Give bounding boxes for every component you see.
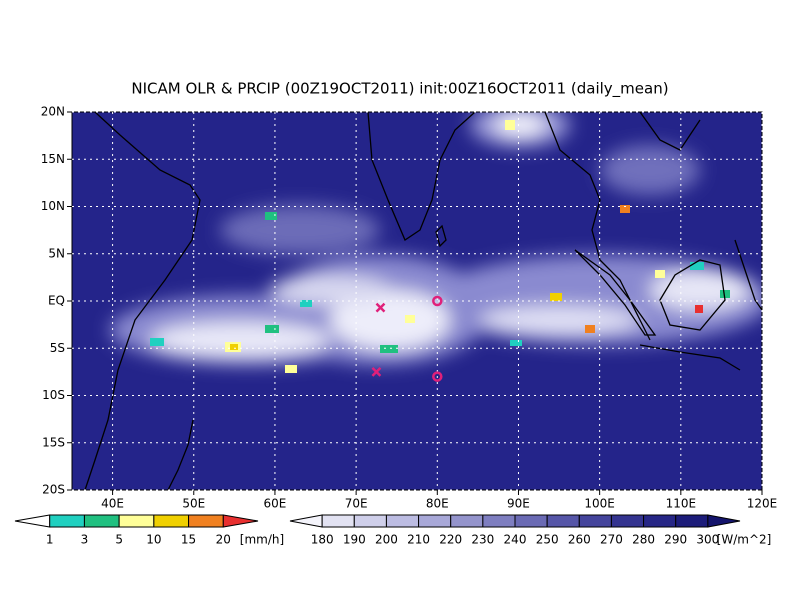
colorbar-label: 3 xyxy=(81,533,89,547)
colorbar-box xyxy=(578,514,612,528)
colorbar-unit: [W/m^2] xyxy=(717,533,772,547)
colorbar-box xyxy=(118,514,155,528)
colorbar-box xyxy=(385,514,420,528)
field xyxy=(72,112,762,490)
colorbar-label: 20 xyxy=(216,533,231,547)
lat-tick-label: 5S xyxy=(50,341,65,355)
cloud-band xyxy=(110,112,762,365)
x-marker xyxy=(371,366,382,377)
colorbar-box xyxy=(643,514,677,528)
lon-tick-label: 110E xyxy=(666,497,697,511)
colorbar-low xyxy=(14,514,51,528)
circle-marker xyxy=(432,295,443,307)
colorbar-label: 250 xyxy=(536,533,559,547)
colorbar-label: 200 xyxy=(375,533,398,547)
lon-tick-label: 60E xyxy=(264,497,287,511)
colorbar-label: 5 xyxy=(115,533,123,547)
x-marker xyxy=(375,302,386,313)
colorbar-label: 15 xyxy=(181,533,196,547)
lon-tick-label: 70E xyxy=(345,497,368,511)
lat-tick-label: 20N xyxy=(41,105,65,119)
lon-tick-label: 120E xyxy=(747,497,778,511)
map-title: NICAM OLR & PRCIP (00Z19OCT2011) init:00… xyxy=(131,80,668,99)
colorbar-label: 1 xyxy=(46,533,54,547)
lon-tick-label: 80E xyxy=(426,497,449,511)
lat-tick-label: 10S xyxy=(42,388,65,402)
colorbar-label: 180 xyxy=(311,533,334,547)
colorbar-box xyxy=(610,514,645,528)
lon-tick-label: 40E xyxy=(101,497,124,511)
lat-tick-label: EQ xyxy=(48,294,65,308)
lat-tick-label: 5N xyxy=(48,246,65,260)
colorbar-box xyxy=(450,514,484,528)
colorbar-label: 190 xyxy=(343,533,366,547)
lon-tick-label: 100E xyxy=(584,497,615,511)
colorbar-box xyxy=(321,514,355,528)
colorbar-label: 290 xyxy=(664,533,687,547)
colorbar-box xyxy=(188,514,224,528)
colorbar-label: 240 xyxy=(504,533,527,547)
colorbar-box xyxy=(482,514,516,528)
colorbar-box xyxy=(418,514,452,528)
colorbar-box xyxy=(153,514,190,528)
colorbar-label: 10 xyxy=(146,533,161,547)
colorbar-box xyxy=(546,514,580,528)
lat-tick-label: 20S xyxy=(42,483,65,497)
colorbar-unit: [mm/h] xyxy=(240,533,284,547)
lon-tick-label: 50E xyxy=(182,497,205,511)
lat-tick-label: 15N xyxy=(41,152,65,166)
colorbar-label: 300 xyxy=(696,533,719,547)
lat-tick-label: 10N xyxy=(41,199,65,213)
colorbar-label: 270 xyxy=(600,533,623,547)
coastlines xyxy=(84,112,762,490)
colorbar-box xyxy=(514,514,548,528)
colorbar-high xyxy=(222,514,259,528)
precip-speckles xyxy=(150,120,730,373)
colorbar-box xyxy=(675,514,709,528)
circle-marker xyxy=(432,371,443,382)
colorbar-box xyxy=(49,514,85,528)
lat-tick-label: 15S xyxy=(42,435,65,449)
colorbar-box xyxy=(353,514,387,528)
colorbar-box xyxy=(83,514,120,528)
colorbar-label: 210 xyxy=(407,533,430,547)
colorbar-label: 230 xyxy=(471,533,494,547)
colorbar-label: 280 xyxy=(632,533,655,547)
colorbar-low xyxy=(289,514,323,528)
colorbar-label: 220 xyxy=(439,533,462,547)
colorbar-high xyxy=(707,514,741,528)
colorbar-label: 260 xyxy=(568,533,591,547)
lon-tick-label: 90E xyxy=(507,497,530,511)
